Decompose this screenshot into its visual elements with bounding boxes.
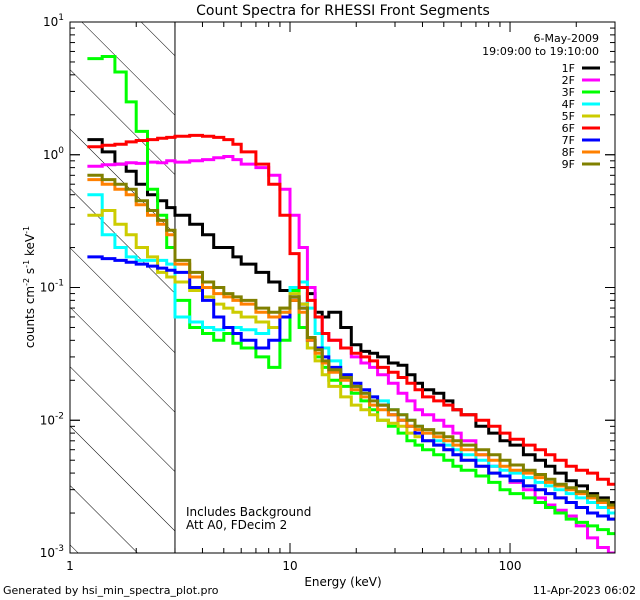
plot-frame xyxy=(69,21,616,554)
y-axis-label: counts cm-2 s-1 keV-1 xyxy=(22,226,37,348)
legend-label-4F: 4F xyxy=(562,98,575,111)
date-text: 6-May-2009 xyxy=(534,32,599,45)
footer-timestamp: 11-Apr-2023 06:02 xyxy=(533,584,636,597)
y-tick-label: 101 xyxy=(43,13,64,29)
series-group xyxy=(87,55,615,553)
y-tick-label: 10-2 xyxy=(40,411,64,427)
legend-label-5F: 5F xyxy=(562,110,575,123)
annotation-attenuator: Att A0, FDecim 2 xyxy=(186,518,287,532)
legend-label-1F: 1F xyxy=(562,62,575,75)
series-9F xyxy=(87,173,615,507)
series-6F xyxy=(87,133,615,486)
series-1F xyxy=(87,138,615,504)
annotation-background: Includes Background xyxy=(186,505,311,519)
axis-ticks: 1 10 100 10-3 10-2 10-1 100 101 xyxy=(40,13,616,573)
y-label-exp3: -1 xyxy=(22,226,31,234)
x-tick-label: 10 xyxy=(282,559,297,573)
x-axis-label: Energy (keV) xyxy=(304,575,381,589)
hatched-excluded-region xyxy=(70,22,175,553)
series-8F xyxy=(87,178,615,509)
y-tick-label: 100 xyxy=(43,146,64,162)
time-range-text: 19:09:00 to 19:10:00 xyxy=(482,45,599,58)
legend-label-3F: 3F xyxy=(562,86,575,99)
legend-label-8F: 8F xyxy=(562,146,575,159)
y-label-base: counts cm xyxy=(23,286,37,348)
x-tick-label: 100 xyxy=(499,559,522,573)
series-2F xyxy=(87,155,615,553)
footer-generated-by: Generated by hsi_min_spectra_plot.pro xyxy=(3,584,219,597)
legend-label-6F: 6F xyxy=(562,122,575,135)
x-tick-label: 1 xyxy=(66,559,74,573)
legend-label-7F: 7F xyxy=(562,134,575,147)
series-3F xyxy=(87,55,615,536)
y-tick-label: 10-3 xyxy=(40,544,64,560)
y-label-exp1: -2 xyxy=(22,278,31,286)
chart-title: Count Spectra for RHESSI Front Segments xyxy=(196,3,490,19)
legend-label-2F: 2F xyxy=(562,74,575,87)
y-label-exp2: -1 xyxy=(22,260,31,268)
y-label-unit: keV xyxy=(23,233,37,260)
y-tick-label: 10-1 xyxy=(40,279,64,295)
y-label-mid: s xyxy=(23,268,37,278)
series-7F xyxy=(87,255,615,521)
legend-label-9F: 9F xyxy=(562,158,575,171)
